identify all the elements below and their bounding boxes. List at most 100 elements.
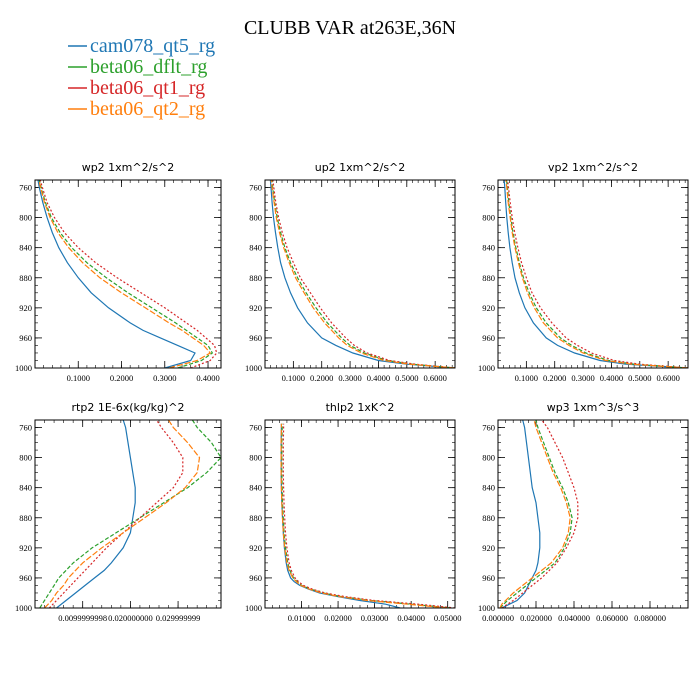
- series-line-beta06_qt1_rg: [39, 180, 218, 368]
- y-tick-label: 800: [482, 213, 495, 223]
- y-tick-label: 960: [249, 573, 262, 583]
- x-tick-label: 0.0099999998: [58, 613, 107, 623]
- plot-frame: [497, 419, 689, 609]
- y-tick-label: 920: [249, 303, 262, 313]
- series-line-cam078_qt5_rg: [56, 420, 136, 608]
- y-tick-label: 1000: [245, 603, 262, 613]
- legend-label: beta06_dflt_rg: [90, 56, 207, 78]
- plot-frame: [264, 179, 456, 369]
- series-line-beta06_qt1_rg: [501, 420, 579, 608]
- y-tick-label: 920: [19, 543, 32, 553]
- series-line-beta06_qt1_rg: [272, 180, 455, 368]
- series-line-cam078_qt5_rg: [269, 180, 455, 368]
- series-line-beta06_dflt_rg: [271, 180, 455, 368]
- legend-label: cam078_qt5_rg: [90, 35, 215, 57]
- series-line-beta06_qt1_rg: [282, 423, 455, 608]
- x-tick-label: 0.1000: [515, 373, 538, 383]
- y-tick-label: 960: [249, 333, 262, 343]
- series-line-beta06_dflt_rg: [499, 420, 573, 608]
- x-tick-label: 0.060000: [596, 613, 628, 623]
- y-tick-label: 1000: [15, 363, 32, 373]
- x-tick-label: 0.2000: [543, 373, 566, 383]
- y-tick-label: 880: [19, 273, 32, 283]
- x-tick-label: 0.3000: [571, 373, 594, 383]
- series-line-cam078_qt5_rg: [280, 423, 401, 608]
- panel-title: wp2 1xm^2/s^2: [82, 161, 175, 174]
- legend-label: beta06_qt1_rg: [90, 77, 205, 99]
- y-tick-label: 840: [482, 243, 495, 253]
- legend: cam078_qt5_rgbeta06_dflt_rgbeta06_qt1_rg…: [68, 35, 215, 120]
- series-line-beta06_qt2_rg: [44, 420, 201, 608]
- y-tick-label: 880: [482, 273, 495, 283]
- y-tick-label: 880: [19, 513, 32, 523]
- series-line-beta06_dflt_rg: [281, 423, 452, 608]
- panel: rtp2 1E-6x(kg/kg)^2 760 800 840 880 920 960 100…: [15, 401, 222, 623]
- series-line-beta06_qt2_rg: [505, 180, 688, 368]
- panel-title: up2 1xm^2/s^2: [315, 161, 406, 174]
- plot-frame: [497, 179, 689, 369]
- y-tick-label: 1000: [15, 603, 32, 613]
- panel: thlp2 1xK^2 760 800 840 880 920 960 1000 0.01000…: [245, 401, 462, 623]
- y-tick-label: 760: [249, 423, 262, 433]
- y-tick-label: 920: [249, 543, 262, 553]
- y-tick-label: 1000: [478, 363, 495, 373]
- y-tick-label: 880: [249, 513, 262, 523]
- y-tick-label: 800: [249, 453, 262, 463]
- y-tick-label: 920: [482, 303, 495, 313]
- x-tick-label: 0.2000: [310, 373, 333, 383]
- x-tick-label: 0.3000: [338, 373, 361, 383]
- x-tick-label: 0.5000: [395, 373, 418, 383]
- series-line-beta06_dflt_rg: [39, 420, 221, 608]
- panels: wp2 1xm^2/s^2 760 800 840 880 920 960 1000 0.100…: [15, 161, 689, 623]
- x-tick-label: 0.4000: [367, 373, 390, 383]
- x-tick-label: 0.040000: [558, 613, 590, 623]
- y-tick-label: 960: [482, 573, 495, 583]
- y-tick-label: 800: [249, 213, 262, 223]
- x-tick-label: 0.1000: [67, 373, 90, 383]
- y-tick-label: 960: [19, 333, 32, 343]
- series-line-beta06_qt2_rg: [499, 420, 571, 608]
- y-tick-label: 880: [249, 273, 262, 283]
- series-line-cam078_qt5_rg: [37, 180, 196, 368]
- x-tick-label: 0.01000: [288, 613, 316, 623]
- y-tick-label: 840: [482, 483, 495, 493]
- y-tick-label: 760: [482, 423, 495, 433]
- panel: wp3 1xm^3/s^3 760 800 840 880 920 960 10000.000…: [478, 401, 689, 623]
- panel: wp2 1xm^2/s^2 760 800 840 880 920 960 1000 0.100…: [15, 161, 222, 383]
- series-line-beta06_qt2_rg: [280, 423, 448, 608]
- y-tick-label: 800: [19, 453, 32, 463]
- panel: vp2 1xm^2/s^2 760 800 840 880 920 960 1000 0.100…: [478, 161, 689, 383]
- y-tick-label: 920: [19, 303, 32, 313]
- panel-title: vp2 1xm^2/s^2: [548, 161, 638, 174]
- y-tick-label: 800: [482, 453, 495, 463]
- series-line-beta06_qt1_rg: [507, 180, 688, 368]
- y-tick-label: 800: [19, 213, 32, 223]
- y-tick-label: 960: [19, 573, 32, 583]
- x-tick-label: 0.080000: [634, 613, 666, 623]
- panel: up2 1xm^2/s^2 760 800 840 880 920 960 1000 0.100…: [245, 161, 456, 383]
- x-tick-label: 0.029999999: [156, 613, 201, 623]
- plot-frame: [264, 419, 456, 609]
- y-tick-label: 840: [19, 243, 32, 253]
- panel-title: thlp2 1xK^2: [326, 401, 395, 414]
- x-tick-label: 0.05000: [434, 613, 462, 623]
- legend-label: beta06_qt2_rg: [90, 98, 205, 120]
- series-line-beta06_qt2_rg: [270, 180, 455, 368]
- x-tick-label: 0.3000: [153, 373, 176, 383]
- y-tick-label: 760: [249, 183, 262, 193]
- plot-frame: [34, 419, 222, 609]
- x-tick-label: 0.5000: [628, 373, 651, 383]
- x-tick-label: 0.2000: [110, 373, 133, 383]
- x-tick-label: 0.020000000: [108, 613, 153, 623]
- series-line-beta06_qt1_rg: [48, 420, 184, 608]
- x-tick-label: 0.6000: [423, 373, 446, 383]
- series-line-cam078_qt5_rg: [501, 420, 541, 608]
- x-tick-label: 0.4000: [600, 373, 623, 383]
- x-tick-label: 0.020000: [520, 613, 552, 623]
- x-tick-label: 0.000000: [482, 613, 514, 623]
- x-tick-label: 0.03000: [361, 613, 389, 623]
- y-tick-label: 880: [482, 513, 495, 523]
- y-tick-label: 960: [482, 333, 495, 343]
- y-tick-label: 760: [19, 183, 32, 193]
